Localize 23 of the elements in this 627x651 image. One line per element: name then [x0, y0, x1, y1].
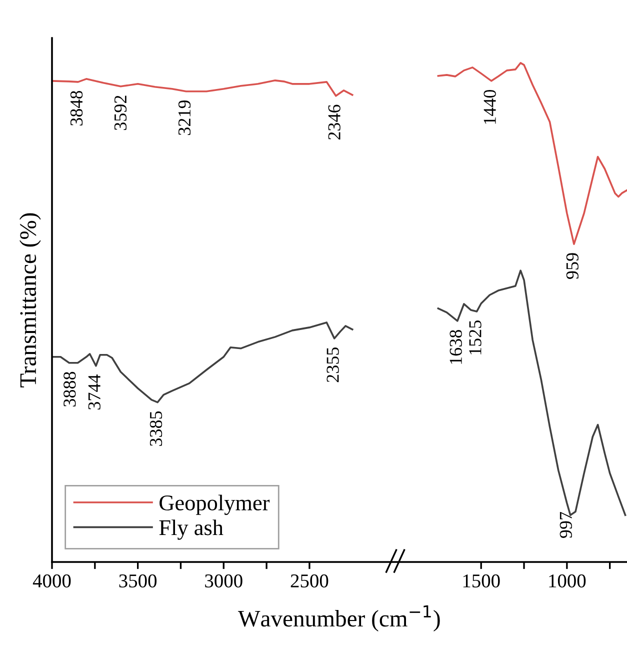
- annotation: 997: [560, 512, 572, 538]
- annotation: 1638: [450, 330, 462, 364]
- annotation: 3385: [150, 411, 162, 446]
- annotation: 2346: [328, 104, 340, 140]
- x-tick-label: 4000: [32, 574, 71, 588]
- x-tick-label: 1500: [463, 574, 500, 588]
- annotation: 3888: [64, 372, 76, 406]
- annotation: 3219: [178, 100, 191, 135]
- annotation: 1525: [469, 320, 482, 354]
- annotation: 3592: [114, 96, 127, 130]
- annotation: 959: [566, 253, 578, 279]
- x-tick-label: 3500: [119, 574, 157, 588]
- x-axis-title: Wavenumber (cm$^{−1}$): [238, 605, 440, 632]
- legend-label: Fly ash: [159, 520, 224, 540]
- annotation: 3744: [88, 374, 100, 410]
- annotation: 2355: [326, 347, 339, 382]
- x-tick-label: 1000: [549, 574, 586, 588]
- x-tick-label: 2500: [290, 574, 328, 588]
- annotation: 1440: [484, 90, 496, 124]
- annotation: 3848: [70, 90, 83, 126]
- y-axis-title: Transmittance (%): [19, 213, 41, 388]
- legend-label: Geopolymer: [160, 494, 270, 515]
- x-tick-label: 3000: [205, 574, 242, 588]
